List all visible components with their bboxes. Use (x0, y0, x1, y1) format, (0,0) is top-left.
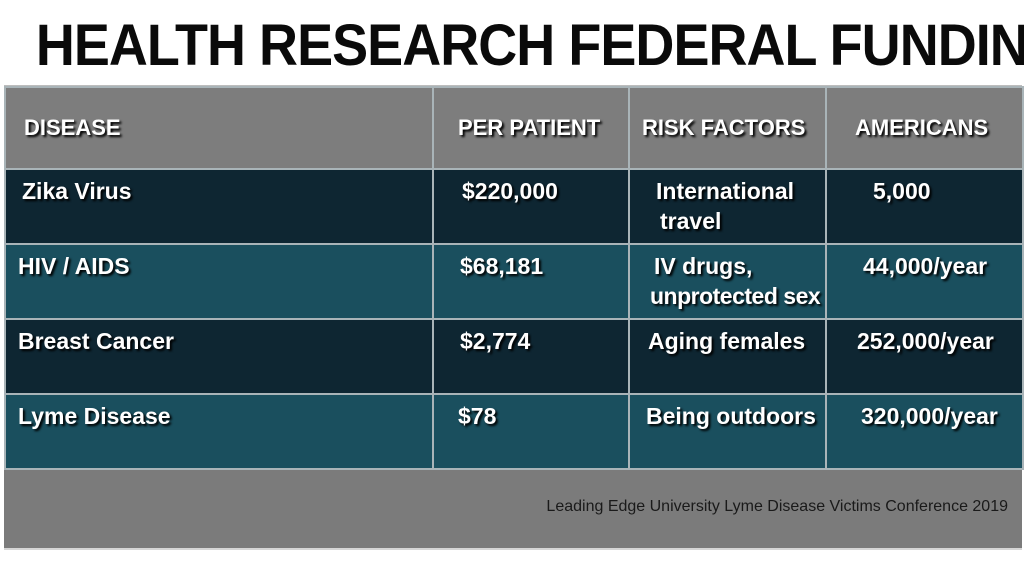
per-patient-value: $220,000 (462, 178, 558, 204)
header-americans: AMERICANS (825, 86, 1024, 170)
header-per-patient: PER PATIENT (432, 86, 630, 170)
disease-name: Zika Virus (22, 178, 132, 204)
americans-cell: 320,000/year (825, 393, 1024, 470)
risk-factor-line: unprotected sex (650, 283, 821, 309)
americans-value: 5,000 (873, 178, 931, 204)
table-row: Lyme Disease $78 Being outdoors 320,000/… (4, 393, 1024, 470)
risk-factor-line: Being outdoors (646, 403, 816, 429)
risk-factors-cell: Being outdoors (628, 393, 827, 470)
per-patient-value: $78 (458, 403, 497, 429)
disease-cell: Breast Cancer (4, 318, 434, 395)
disease-cell: HIV / AIDS (4, 243, 434, 320)
disease-cell: Lyme Disease (4, 393, 434, 470)
funding-table: DISEASE PER PATIENT RISK FACTORS AMERICA… (4, 86, 1024, 470)
bottom-divider (4, 548, 1022, 550)
table-row: Breast Cancer $2,774 Aging females 252,0… (4, 318, 1024, 395)
header-risk-factors: RISK FACTORS (628, 86, 827, 170)
per-patient-cell: $78 (432, 393, 630, 470)
americans-value: 44,000/year (863, 253, 988, 279)
table-header-row: DISEASE PER PATIENT RISK FACTORS AMERICA… (4, 86, 1024, 170)
risk-factors-cell: Aging females (628, 318, 827, 395)
disease-cell: Zika Virus (4, 168, 434, 245)
americans-cell: 5,000 (825, 168, 1024, 245)
funding-table-panel: DISEASE PER PATIENT RISK FACTORS AMERICA… (4, 85, 1024, 549)
disease-name: Breast Cancer (18, 328, 174, 354)
per-patient-value: $68,181 (460, 253, 544, 279)
americans-value: 252,000/year (857, 328, 994, 354)
risk-factor-line: IV drugs, (654, 253, 753, 279)
table-row: HIV / AIDS $68,181 IV drugs, unprotected… (4, 243, 1024, 320)
disease-name: Lyme Disease (18, 403, 171, 429)
page-title: HEALTH RESEARCH FEDERAL FUNDING (35, 13, 1024, 78)
americans-cell: 252,000/year (825, 318, 1024, 395)
risk-factor-line: International (656, 178, 795, 204)
per-patient-cell: $68,181 (432, 243, 630, 320)
risk-factors-cell: International travel (628, 168, 827, 245)
risk-factor-line: travel (660, 208, 722, 234)
table-row: Zika Virus $220,000 International travel… (4, 168, 1024, 245)
americans-value: 320,000/year (861, 403, 998, 429)
per-patient-cell: $2,774 (432, 318, 630, 395)
per-patient-value: $2,774 (460, 328, 531, 354)
risk-factors-cell: IV drugs, unprotected sex (628, 243, 827, 320)
disease-name: HIV / AIDS (18, 253, 130, 279)
header-disease: DISEASE (4, 86, 434, 170)
americans-cell: 44,000/year (825, 243, 1024, 320)
risk-factor-line: Aging females (648, 328, 806, 354)
source-credit: Leading Edge University Lyme Disease Vic… (546, 498, 1008, 515)
per-patient-cell: $220,000 (432, 168, 630, 245)
